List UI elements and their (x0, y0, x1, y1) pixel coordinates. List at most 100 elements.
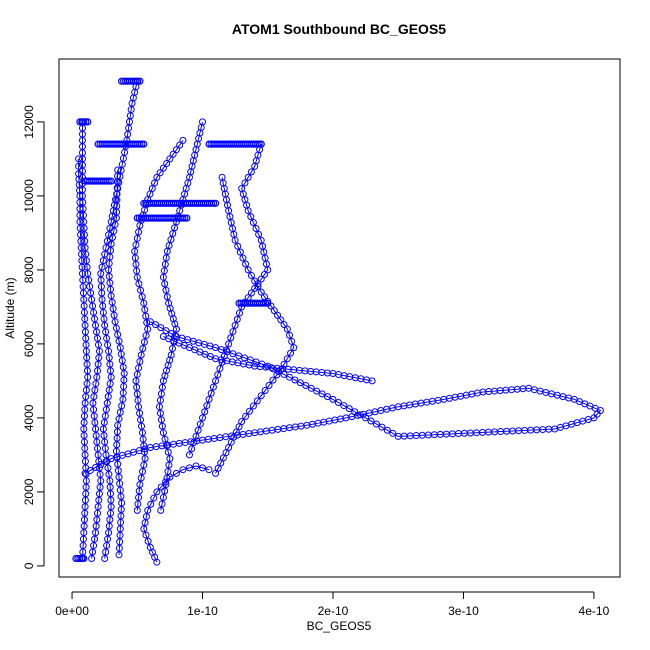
data-point (356, 411, 364, 419)
data-point (114, 166, 122, 174)
data-point (203, 402, 211, 410)
data-point (134, 396, 142, 404)
data-point (239, 254, 247, 262)
data-point (253, 397, 261, 405)
data-point (194, 426, 202, 434)
data-point (136, 77, 144, 85)
data-point (96, 470, 104, 478)
series-line (188, 143, 269, 456)
data-point (238, 185, 246, 192)
data-point (291, 376, 299, 384)
data-point (106, 477, 114, 485)
data-point (147, 500, 155, 508)
data-point (247, 168, 255, 176)
data-point (119, 363, 127, 371)
data-point (209, 383, 217, 391)
data-point (159, 493, 167, 501)
data-point (106, 516, 114, 524)
data-point (93, 367, 101, 375)
data-point (283, 355, 291, 363)
data-point (166, 473, 174, 481)
data-point (101, 412, 109, 420)
y-tick-label: 2000 (22, 478, 36, 505)
data-point (89, 399, 97, 407)
data-point (94, 451, 102, 459)
data-point (107, 292, 115, 300)
data-point (196, 420, 204, 428)
data-point (167, 351, 175, 359)
data-point (136, 357, 144, 365)
data-point (378, 423, 386, 431)
data-point (86, 283, 94, 291)
data-point (257, 392, 265, 400)
data-point (255, 140, 263, 148)
data-point (117, 493, 125, 501)
data-point (133, 506, 141, 514)
data-point (261, 387, 269, 395)
data-point (112, 324, 120, 332)
data-point (244, 173, 252, 181)
data-point (135, 280, 143, 288)
data-point (133, 390, 141, 398)
data-point (101, 438, 109, 446)
data-point (109, 305, 117, 313)
data-point (160, 267, 168, 275)
series-line (163, 336, 373, 382)
data-point (144, 537, 152, 545)
data-point (118, 357, 126, 365)
data-point (117, 350, 125, 358)
data-point (91, 419, 99, 427)
x-tick-label: 0e+00 (55, 604, 89, 618)
data-point (169, 345, 177, 353)
data-point (285, 373, 293, 381)
y-tick-label: 0 (22, 562, 36, 569)
data-point (102, 548, 110, 556)
data-point (288, 337, 296, 345)
data-point (115, 473, 123, 481)
data-point (368, 377, 376, 385)
x-tick-label: 1e-10 (187, 604, 218, 618)
data-point (242, 260, 250, 268)
data-point (110, 311, 118, 319)
data-point (264, 299, 272, 307)
data-point (138, 468, 146, 476)
data-point (136, 409, 144, 417)
data-point (135, 493, 143, 501)
data-point (262, 299, 270, 307)
data-point (367, 417, 375, 425)
data-point (88, 296, 96, 303)
data-point (340, 402, 348, 410)
data-point (83, 263, 91, 271)
data-point (163, 293, 171, 301)
data-point (209, 199, 218, 207)
data-point (244, 266, 252, 274)
data-point (105, 470, 113, 478)
data-point (106, 360, 114, 368)
data-point (157, 483, 165, 491)
data-point (93, 373, 101, 381)
data-point (82, 257, 90, 265)
data-point (97, 477, 105, 485)
data-point (93, 516, 101, 524)
data-point (89, 302, 97, 310)
data-point (152, 321, 160, 329)
data-point (80, 554, 88, 563)
data-point (133, 273, 141, 281)
data-point (234, 242, 242, 250)
data-point (158, 383, 166, 391)
y-axis-label: Altitude (m) (3, 277, 17, 338)
data-point (142, 332, 150, 340)
data-point (142, 312, 150, 320)
data-point (249, 219, 257, 227)
data-point (161, 260, 169, 268)
data-point (251, 277, 259, 285)
data-point (133, 234, 141, 242)
data-point (345, 405, 353, 413)
data-point (99, 425, 107, 433)
data-point (136, 481, 144, 488)
data-point (253, 140, 261, 148)
data-point (114, 467, 122, 475)
data-point (132, 241, 140, 249)
data-point (254, 283, 262, 291)
data-point (169, 150, 177, 158)
